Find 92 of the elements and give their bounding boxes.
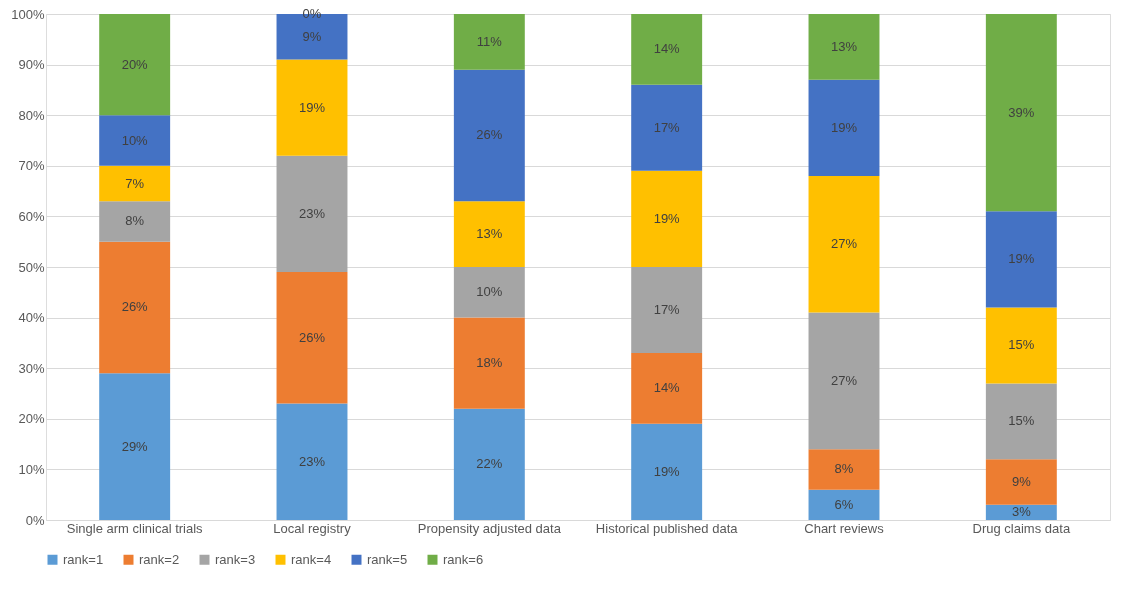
bar xyxy=(985,14,1057,212)
bar xyxy=(276,272,348,404)
bar xyxy=(99,14,171,116)
bar xyxy=(808,14,880,80)
data-label: 27% xyxy=(830,236,858,252)
bar xyxy=(99,241,171,374)
x-tick-label: Local registry xyxy=(273,520,352,536)
bar xyxy=(985,307,1057,384)
bar xyxy=(631,170,703,267)
y-tick-label: 20% xyxy=(18,411,45,427)
data-label: 14% xyxy=(653,41,681,57)
bar xyxy=(631,423,703,520)
y-tick-label: 100% xyxy=(11,6,45,22)
bar xyxy=(631,14,703,85)
bar xyxy=(808,79,880,176)
data-label: 19% xyxy=(653,210,681,226)
legend-label: rank=1 xyxy=(63,551,104,567)
y-tick-label: 60% xyxy=(18,208,45,224)
data-label: 0% xyxy=(302,6,322,21)
data-label: 9% xyxy=(1011,474,1032,490)
data-label: 8% xyxy=(834,461,854,477)
data-label: 39% xyxy=(1008,104,1035,120)
y-tick-label: 0% xyxy=(25,512,45,528)
data-label: 23% xyxy=(298,205,326,221)
data-label: 19% xyxy=(1008,251,1035,267)
bar xyxy=(99,115,171,166)
data-label: 9% xyxy=(302,28,322,44)
bar xyxy=(631,353,703,424)
data-label: 26% xyxy=(298,329,326,345)
bar xyxy=(453,267,525,318)
data-label: 7% xyxy=(125,175,145,191)
data-label: 22% xyxy=(476,456,503,472)
data-label: 13% xyxy=(476,226,503,242)
bar xyxy=(453,201,525,267)
data-label: 19% xyxy=(298,99,326,115)
data-label: 14% xyxy=(653,380,681,396)
bar xyxy=(276,155,348,273)
data-label: 29% xyxy=(121,438,149,454)
data-label: 19% xyxy=(830,119,858,135)
x-tick-label: Drug claims data xyxy=(972,520,1071,536)
bar xyxy=(99,201,171,242)
data-label: 10% xyxy=(121,132,149,148)
legend-label: rank=2 xyxy=(139,551,180,567)
data-label: 19% xyxy=(653,463,681,479)
data-label: 26% xyxy=(121,299,149,315)
y-tick-label: 80% xyxy=(18,107,45,123)
y-tick-label: 90% xyxy=(18,57,45,73)
bar xyxy=(808,489,880,520)
bar xyxy=(808,449,880,490)
data-label: 13% xyxy=(830,38,858,54)
bar xyxy=(985,383,1057,460)
data-label: 20% xyxy=(121,56,149,72)
legend-label: rank=4 xyxy=(291,551,332,567)
bar xyxy=(276,59,348,156)
y-tick-label: 30% xyxy=(18,360,45,376)
data-label: 6% xyxy=(834,496,854,512)
bar xyxy=(453,69,525,202)
data-label: 11% xyxy=(476,33,503,49)
bar xyxy=(808,175,880,313)
data-label: 3% xyxy=(1011,504,1032,520)
bar xyxy=(276,403,348,520)
bar xyxy=(631,267,703,354)
data-label: 10% xyxy=(476,284,503,300)
data-label: 23% xyxy=(298,453,326,469)
data-label: 18% xyxy=(476,355,503,371)
bar xyxy=(99,165,171,202)
data-label: 27% xyxy=(830,372,858,388)
x-tick-label: Single arm clinical trials xyxy=(66,520,204,536)
data-label: 15% xyxy=(1008,413,1035,429)
data-label: 8% xyxy=(125,213,145,229)
bar xyxy=(453,408,525,520)
bar xyxy=(453,317,525,409)
bar xyxy=(453,14,525,70)
x-tick-label: Historical published data xyxy=(595,520,739,536)
data-label: 17% xyxy=(653,119,681,135)
y-tick-label: 50% xyxy=(18,259,45,275)
data-label: 17% xyxy=(653,302,681,318)
y-tick-label: 40% xyxy=(18,310,45,326)
x-tick-label: Chart reviews xyxy=(804,520,885,536)
data-label: 15% xyxy=(1008,337,1035,353)
y-tick-label: 10% xyxy=(18,461,45,477)
legend-label: rank=6 xyxy=(443,551,484,567)
bar xyxy=(985,459,1057,505)
data-label: 26% xyxy=(476,127,503,143)
legend-label: rank=3 xyxy=(215,551,256,567)
bar xyxy=(99,373,171,520)
bar xyxy=(985,211,1057,308)
x-tick-label: Propensity adjusted data xyxy=(417,520,562,536)
bar xyxy=(808,312,880,450)
legend-label: rank=5 xyxy=(367,551,408,567)
y-tick-label: 70% xyxy=(18,158,45,174)
bar xyxy=(631,84,703,171)
